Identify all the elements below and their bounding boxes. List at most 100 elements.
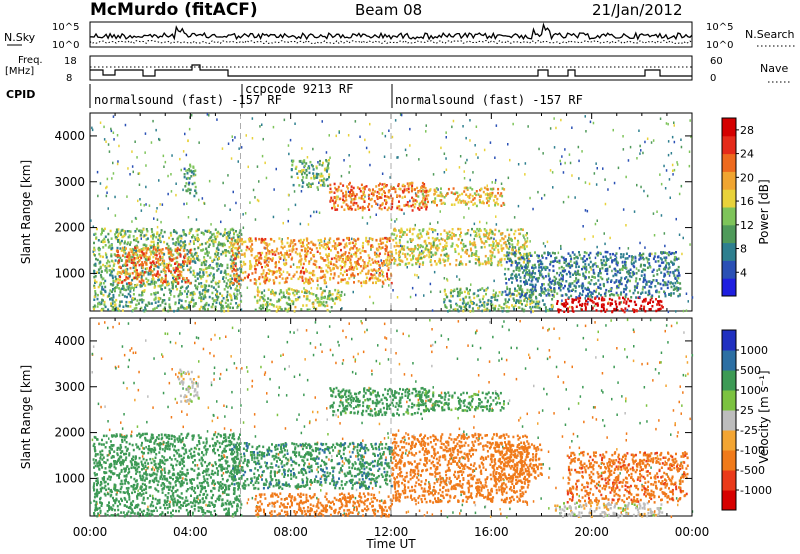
echo-cell (224, 228, 226, 231)
echo-cell (461, 193, 463, 196)
echo-cell (139, 264, 141, 267)
echo-cell (122, 309, 124, 312)
echo-cell (186, 296, 188, 299)
echo-cell (480, 195, 482, 198)
echo-cell (458, 201, 460, 204)
echo-cell (505, 298, 507, 301)
echo-cell (247, 287, 249, 290)
echo-cell (259, 125, 261, 128)
echo-cell (545, 310, 547, 313)
echo-cell (165, 247, 167, 250)
echo-cell (211, 260, 213, 263)
echo-cell (320, 184, 322, 187)
echo-cell (520, 228, 522, 231)
echo-cell (454, 203, 456, 206)
echo-cell (210, 223, 212, 226)
echo-cell (168, 297, 170, 300)
echo-cell (451, 204, 453, 207)
echo-cell (213, 286, 215, 289)
echo-cell (385, 259, 387, 262)
echo-cell (435, 252, 437, 255)
echo-cell (238, 247, 240, 250)
echo-cell (381, 183, 383, 186)
echo-cell (439, 259, 441, 262)
echo-cell (563, 267, 565, 270)
echo-cell (500, 205, 502, 208)
echo-cell (346, 274, 348, 277)
echo-cell (196, 218, 198, 221)
echo-cell (664, 232, 666, 235)
echo-cell (121, 272, 123, 275)
echo-cell (268, 261, 270, 264)
echo-cell (103, 126, 105, 129)
echo-cell (235, 202, 237, 205)
echo-cell (342, 199, 344, 202)
echo-cell (288, 144, 290, 147)
echo-cell (186, 249, 188, 252)
echo-cell (222, 182, 224, 185)
echo-cell (159, 285, 161, 288)
echo-cell (265, 274, 267, 277)
echo-cell (372, 238, 374, 241)
echo-cell (224, 231, 226, 234)
echo-cell (647, 303, 649, 306)
echo-cell (248, 248, 250, 251)
echo-cell (279, 293, 281, 296)
echo-cell (334, 302, 336, 305)
echo-cell (499, 291, 501, 294)
echo-cell (563, 257, 565, 260)
echo-cell (298, 170, 300, 173)
echo-cell (366, 185, 368, 188)
echo-cell (483, 301, 485, 304)
echo-cell (246, 246, 248, 249)
echo-cell (454, 308, 456, 311)
echo-cell (286, 271, 288, 274)
echo-cell (102, 256, 104, 259)
echo-cell (126, 259, 128, 262)
echo-cell (381, 208, 383, 211)
echo-cell (491, 296, 493, 299)
echo-cell (102, 308, 104, 311)
echo-cell (152, 120, 154, 123)
echo-cell (460, 232, 462, 235)
echo-cell (185, 300, 187, 303)
echo-cell (388, 207, 390, 210)
echo-cell (532, 310, 534, 313)
echo-cell (101, 286, 103, 289)
echo-cell (218, 257, 220, 260)
echo-cell (325, 159, 327, 162)
echo-cell (374, 274, 376, 277)
echo-cell (518, 229, 520, 232)
echo-cell (207, 275, 209, 278)
echo-cell (441, 202, 443, 205)
echo-cell (119, 257, 121, 260)
echo-cell (175, 231, 177, 234)
echo-cell (493, 294, 495, 297)
echo-cell (474, 144, 476, 147)
echo-cell (475, 258, 477, 261)
echo-cell (425, 248, 427, 251)
echo-cell (477, 193, 479, 196)
echo-cell (350, 268, 352, 271)
echo-cell (167, 310, 169, 313)
echo-cell (302, 267, 304, 270)
echo-cell (391, 233, 393, 236)
echo-cell (306, 253, 308, 256)
echo-cell (396, 218, 398, 221)
echo-cell (681, 253, 683, 256)
echo-cell (544, 252, 546, 255)
echo-cell (125, 271, 127, 274)
echo-cell (470, 201, 472, 204)
echo-cell (228, 231, 230, 234)
echo-cell (427, 201, 429, 204)
echo-cell (504, 258, 506, 261)
echo-cell (381, 188, 383, 191)
echo-cell (342, 274, 344, 277)
echo-cell (175, 268, 177, 271)
echo-cell (302, 160, 304, 163)
echo-cell (159, 237, 161, 240)
echo-cell (197, 286, 199, 289)
echo-cell (470, 283, 472, 286)
echo-cell (619, 303, 621, 306)
echo-cell (186, 277, 188, 280)
